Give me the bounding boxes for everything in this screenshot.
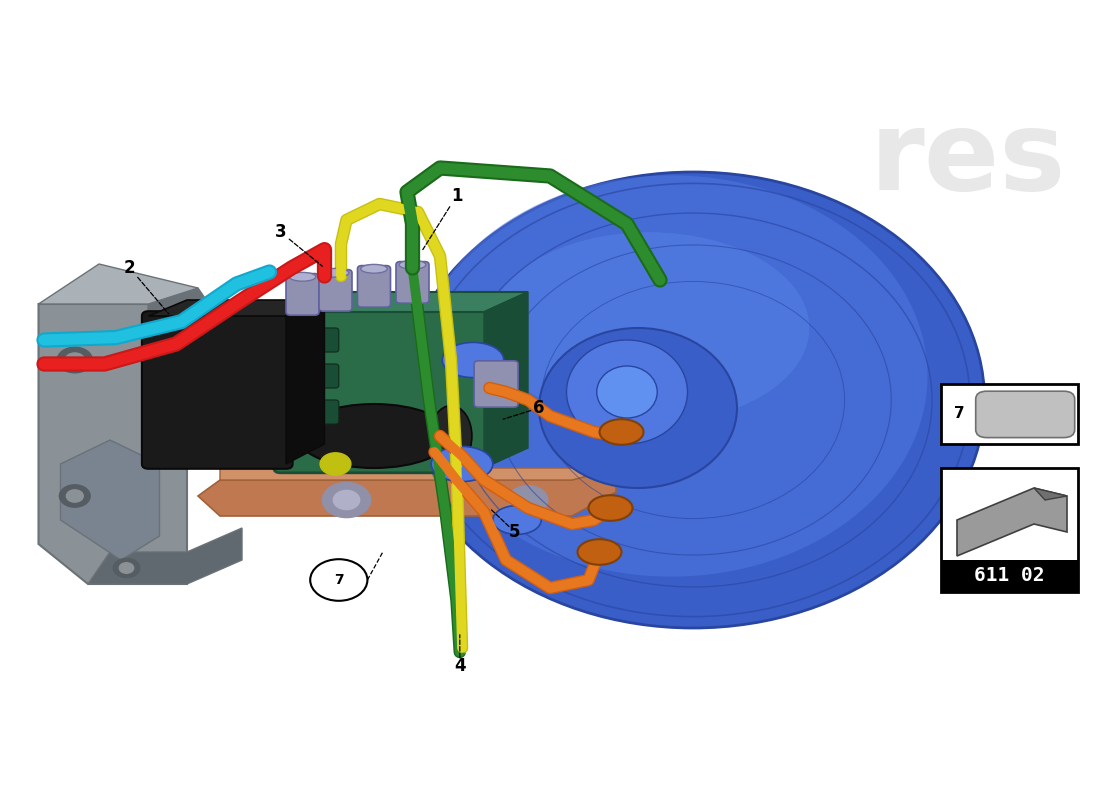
Circle shape (508, 486, 548, 514)
FancyBboxPatch shape (474, 361, 518, 407)
Ellipse shape (289, 272, 316, 281)
Text: 5: 5 (509, 523, 520, 541)
Ellipse shape (431, 446, 493, 482)
Ellipse shape (442, 342, 504, 378)
Circle shape (65, 353, 85, 367)
Circle shape (57, 347, 92, 373)
FancyBboxPatch shape (319, 270, 352, 311)
Ellipse shape (539, 328, 737, 488)
Text: 6: 6 (534, 399, 544, 417)
Text: ston of parts: ston of parts (659, 339, 760, 405)
Polygon shape (88, 528, 242, 584)
Text: 1: 1 (451, 187, 462, 205)
Ellipse shape (600, 419, 643, 445)
Text: 2: 2 (124, 259, 135, 277)
FancyBboxPatch shape (288, 400, 339, 424)
Text: res: res (870, 106, 1066, 214)
Polygon shape (280, 292, 528, 312)
Polygon shape (286, 300, 324, 464)
FancyBboxPatch shape (274, 307, 491, 473)
FancyBboxPatch shape (396, 262, 429, 303)
Ellipse shape (488, 232, 810, 424)
Polygon shape (198, 468, 616, 516)
Ellipse shape (322, 268, 349, 277)
FancyBboxPatch shape (358, 266, 390, 307)
Ellipse shape (415, 175, 927, 577)
Circle shape (119, 562, 134, 574)
Text: 4: 4 (454, 657, 465, 674)
Ellipse shape (597, 366, 658, 418)
Circle shape (320, 453, 351, 475)
Ellipse shape (493, 506, 541, 534)
Ellipse shape (297, 404, 451, 468)
Polygon shape (484, 292, 528, 468)
Circle shape (113, 558, 140, 578)
Text: since 1985: since 1985 (778, 266, 894, 342)
Polygon shape (60, 440, 160, 560)
FancyBboxPatch shape (940, 468, 1078, 592)
Circle shape (333, 490, 360, 510)
Ellipse shape (361, 264, 387, 273)
Text: 7: 7 (334, 573, 343, 587)
FancyBboxPatch shape (940, 384, 1078, 444)
Polygon shape (957, 488, 1067, 556)
Polygon shape (148, 300, 324, 316)
Ellipse shape (588, 495, 632, 521)
Text: 611 02: 611 02 (974, 566, 1045, 585)
Ellipse shape (402, 172, 984, 628)
Ellipse shape (578, 539, 621, 565)
Ellipse shape (399, 261, 426, 269)
Ellipse shape (430, 406, 472, 466)
Polygon shape (220, 456, 616, 480)
FancyBboxPatch shape (288, 364, 339, 388)
Circle shape (66, 490, 84, 502)
FancyBboxPatch shape (286, 274, 319, 315)
Text: 3: 3 (275, 223, 286, 241)
Polygon shape (148, 288, 242, 456)
FancyBboxPatch shape (142, 311, 293, 469)
FancyBboxPatch shape (288, 328, 339, 352)
Text: 7: 7 (954, 406, 965, 421)
Circle shape (322, 482, 371, 518)
FancyBboxPatch shape (976, 391, 1075, 438)
Ellipse shape (566, 340, 688, 444)
Circle shape (59, 485, 90, 507)
FancyBboxPatch shape (940, 560, 1078, 592)
Polygon shape (39, 304, 187, 584)
Polygon shape (39, 264, 198, 304)
Polygon shape (1034, 488, 1067, 500)
